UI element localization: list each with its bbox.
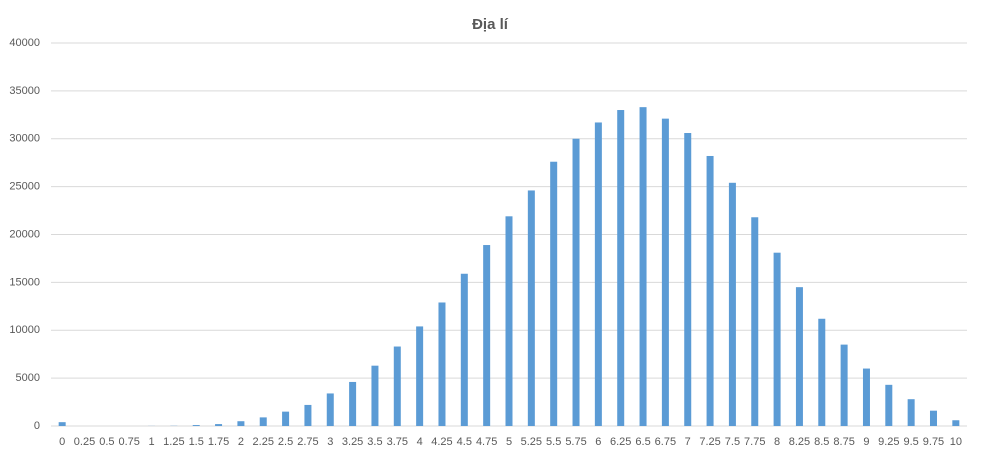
x-tick-label: 7 [685, 436, 691, 448]
x-tick-label: 5 [506, 436, 512, 448]
bar [639, 107, 647, 426]
x-tick-label: 8.5 [814, 436, 829, 448]
bar [684, 133, 692, 426]
x-tick-label: 4.5 [457, 436, 472, 448]
bar [215, 424, 223, 426]
y-tick-label: 20000 [9, 228, 40, 240]
x-tick-label: 4.25 [431, 436, 452, 448]
bar [416, 326, 424, 426]
x-tick-label: 6.5 [635, 436, 650, 448]
x-tick-label: 3.75 [387, 436, 408, 448]
x-tick-label: 0 [59, 436, 65, 448]
x-tick-label: 4.75 [476, 436, 497, 448]
bar [795, 287, 803, 426]
x-tick-label: 0.75 [118, 436, 139, 448]
x-tick-label: 5.75 [565, 436, 586, 448]
x-tick-label: 2.75 [297, 436, 318, 448]
x-tick-label: 1.75 [208, 436, 229, 448]
bar [527, 190, 535, 426]
bar [929, 410, 937, 426]
bar [594, 122, 602, 426]
bar [237, 421, 245, 426]
bar [952, 420, 960, 426]
bar [773, 252, 781, 426]
y-tick-label: 35000 [9, 85, 40, 97]
x-tick-label: 1.25 [163, 436, 184, 448]
bar [460, 273, 468, 426]
bar [572, 138, 580, 426]
x-tick-label: 2 [238, 436, 244, 448]
x-tick-label: 0.5 [99, 436, 114, 448]
bar [550, 161, 558, 427]
x-tick-label: 3 [327, 436, 333, 448]
y-tick-label: 15000 [9, 276, 40, 288]
x-tick-label: 3.25 [342, 436, 363, 448]
x-tick-label: 2.25 [253, 436, 274, 448]
y-tick-label: 10000 [9, 324, 40, 336]
x-tick-label: 8.75 [833, 436, 854, 448]
bar [751, 217, 759, 426]
x-tick-label: 6 [595, 436, 601, 448]
y-tick-label: 5000 [16, 372, 40, 384]
bar [393, 346, 401, 426]
y-tick-label: 25000 [9, 181, 40, 193]
x-tick-label: 9.75 [923, 436, 944, 448]
x-tick-label: 2.5 [278, 436, 293, 448]
x-tick-label: 9.5 [903, 436, 918, 448]
x-tick-label: 10 [950, 436, 962, 448]
x-tick-label: 8 [774, 436, 780, 448]
x-tick-label: 6.75 [655, 436, 676, 448]
bar [349, 381, 357, 426]
bar [259, 417, 267, 426]
bar [617, 110, 625, 427]
bar [326, 393, 334, 426]
bar [862, 368, 870, 426]
x-tick-label: 5.25 [521, 436, 542, 448]
x-tick-label: 7.5 [725, 436, 740, 448]
bar [483, 245, 491, 426]
bar [885, 384, 893, 426]
x-tick-label: 1.5 [189, 436, 204, 448]
bar [661, 118, 669, 426]
x-tick-label: 7.25 [699, 436, 720, 448]
bar [907, 399, 915, 426]
bar [818, 318, 826, 426]
x-tick-label: 6.25 [610, 436, 631, 448]
bar [282, 411, 290, 426]
x-tick-label: 7.75 [744, 436, 765, 448]
x-tick-label: 3.5 [367, 436, 382, 448]
x-tick-label: 9 [863, 436, 869, 448]
x-tick-label: 0.25 [74, 436, 95, 448]
x-tick-label: 4 [417, 436, 423, 448]
chart-title: Địa lí [472, 16, 509, 33]
bar [706, 155, 714, 427]
bar [728, 182, 736, 426]
y-tick-label: 30000 [9, 133, 40, 145]
x-tick-label: 8.25 [789, 436, 810, 448]
bar [371, 365, 379, 426]
x-tick-label: 5.5 [546, 436, 561, 448]
bar [58, 422, 66, 426]
x-tick-label: 1 [148, 436, 154, 448]
bar [840, 344, 848, 426]
bar [192, 425, 200, 426]
bar [438, 302, 446, 426]
y-tick-label: 40000 [9, 37, 40, 49]
bar [505, 216, 513, 426]
x-tick-label: 9.25 [878, 436, 899, 448]
bar [304, 404, 312, 426]
y-tick-label: 0 [34, 420, 40, 432]
